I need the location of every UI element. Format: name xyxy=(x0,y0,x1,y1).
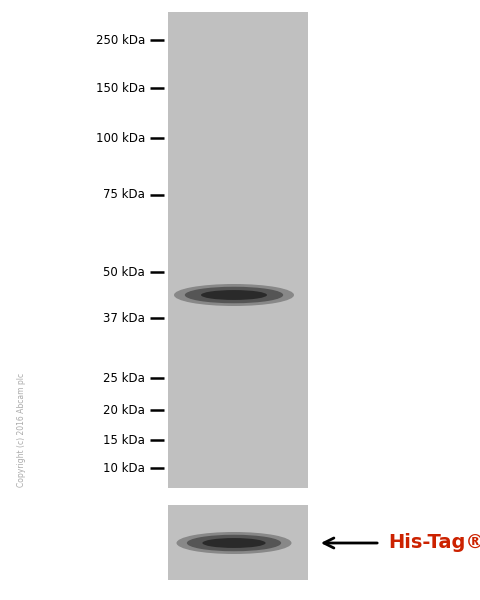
Text: 20 kDa: 20 kDa xyxy=(103,403,144,416)
Text: 250 kDa: 250 kDa xyxy=(96,34,144,46)
Ellipse shape xyxy=(202,538,265,548)
Ellipse shape xyxy=(174,284,293,306)
Text: 75 kDa: 75 kDa xyxy=(103,188,144,202)
Text: 10 kDa: 10 kDa xyxy=(103,461,144,475)
Bar xyxy=(168,505,307,580)
Text: 100 kDa: 100 kDa xyxy=(96,131,144,145)
Text: His-Tag®: His-Tag® xyxy=(387,533,480,553)
Ellipse shape xyxy=(184,287,283,303)
Text: Copyright (c) 2016 Abcam plc: Copyright (c) 2016 Abcam plc xyxy=(17,373,26,487)
Text: 25 kDa: 25 kDa xyxy=(103,371,144,385)
Text: 37 kDa: 37 kDa xyxy=(103,311,144,325)
Ellipse shape xyxy=(176,532,291,554)
Text: 15 kDa: 15 kDa xyxy=(103,433,144,446)
Ellipse shape xyxy=(186,535,281,551)
Ellipse shape xyxy=(201,290,266,300)
Bar xyxy=(168,12,307,488)
Text: 150 kDa: 150 kDa xyxy=(96,82,144,94)
Text: 50 kDa: 50 kDa xyxy=(103,265,144,278)
